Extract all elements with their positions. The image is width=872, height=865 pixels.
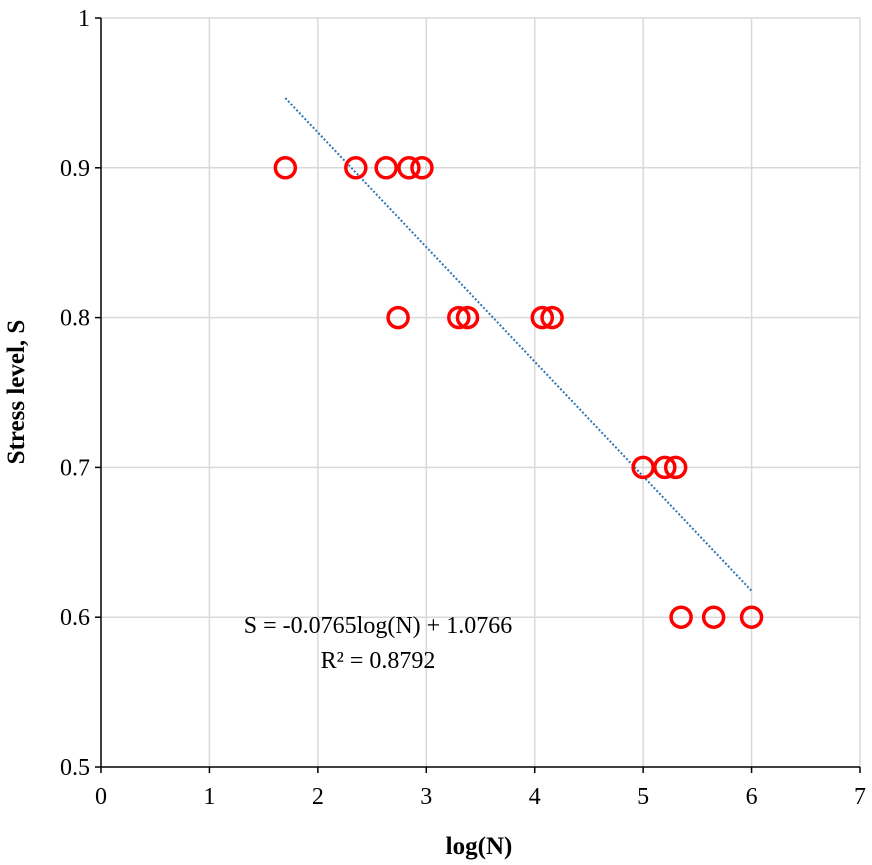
y-tick-label: 0.9 [60, 156, 90, 182]
data-point [540, 305, 564, 330]
data-point [447, 305, 471, 330]
data-point [739, 605, 764, 629]
y-tick-label: 0.5 [60, 755, 90, 781]
axes [95, 17, 861, 773]
trendline-layer [284, 97, 753, 592]
x-tick-label: 0 [95, 784, 107, 810]
y-tick-label: 0.7 [60, 455, 90, 481]
data-point [701, 605, 726, 629]
data-point [410, 156, 434, 180]
x-axis-title: log(N) [446, 833, 513, 860]
data-point [530, 305, 555, 330]
tick-labels: 0 1 2 3 4 5 6 7 0.5 0.6 0.7 0.8 0.9 1 [60, 6, 866, 810]
trendline-equation: S = -0.0765log(N) + 1.0766 [244, 613, 512, 639]
x-tick-label: 1 [203, 784, 215, 810]
x-tick-label: 2 [312, 784, 324, 810]
data-point [663, 455, 688, 480]
x-tick-label: 4 [529, 784, 541, 810]
data-point [386, 305, 410, 330]
data-point [669, 605, 693, 629]
data-points [273, 156, 764, 629]
data-point [374, 156, 398, 180]
y-tick-label: 1 [78, 6, 90, 32]
y-axis-title: Stress level, S [3, 320, 30, 465]
data-point [455, 305, 480, 330]
y-tick-label: 0.8 [60, 306, 90, 332]
y-tick-label: 0.6 [60, 605, 90, 631]
x-tick-label: 7 [854, 784, 866, 810]
grid-lines [101, 17, 861, 767]
x-tick-label: 6 [746, 784, 758, 810]
trendline-r-squared: R² = 0.8792 [321, 648, 436, 674]
data-point [653, 455, 677, 480]
x-tick-label: 3 [420, 784, 432, 810]
data-point [273, 156, 298, 180]
data-point [344, 156, 368, 180]
data-point [397, 156, 421, 180]
x-tick-label: 5 [637, 784, 649, 810]
trendline [284, 97, 753, 592]
